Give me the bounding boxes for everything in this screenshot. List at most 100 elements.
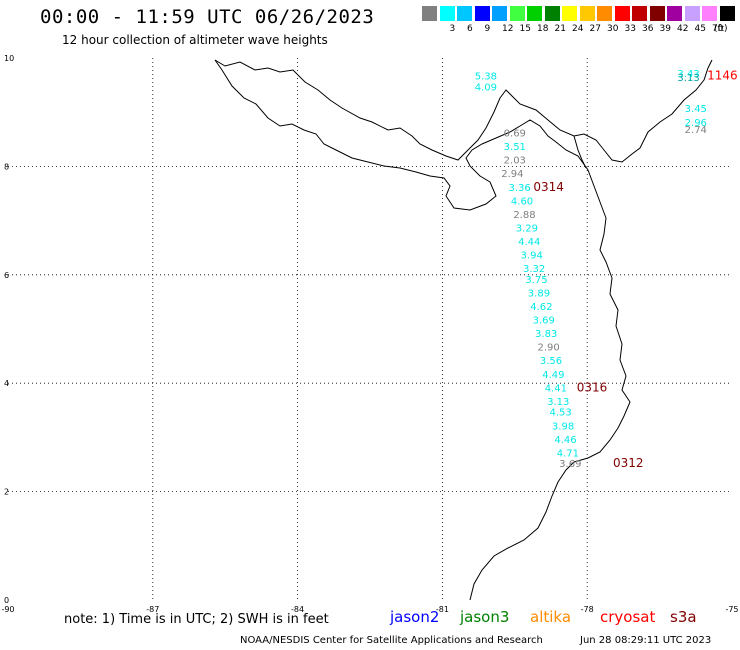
- scale-swatch: [492, 6, 507, 21]
- lat-tick-label: 4: [4, 379, 9, 388]
- wave-height-label: 0.69: [504, 129, 526, 140]
- map-title: 00:00 - 11:59 UTC 06/26/2023: [40, 6, 375, 28]
- wave-height-label: 2.94: [501, 169, 523, 180]
- wave-height-label: 2.90: [537, 343, 559, 354]
- wave-height-label: 3.32: [523, 264, 545, 275]
- scale-label: 42: [677, 24, 689, 34]
- wave-height-label: 4.09: [475, 83, 497, 94]
- wave-height-label: 4.53: [550, 408, 572, 419]
- lat-tick-label: 0: [4, 596, 9, 605]
- wave-height-label: 3.89: [528, 288, 550, 299]
- scale-label: 12: [502, 24, 514, 34]
- scale-label: 39: [659, 24, 671, 34]
- wave-height-label: 3.13: [547, 397, 569, 408]
- wave-height-label: 3.94: [521, 251, 543, 262]
- scale-swatch: [632, 6, 647, 21]
- lon-tick-label: -84: [291, 605, 304, 614]
- wave-height-label: 4.44: [518, 237, 540, 248]
- scale-swatch: [719, 6, 735, 21]
- scale-swatch: [422, 6, 437, 21]
- scale-swatch: [474, 6, 490, 21]
- scale-swatch: [597, 6, 612, 21]
- wave-height-label: 3.51: [504, 142, 526, 153]
- pass-time-label: 1146: [707, 69, 738, 83]
- satellite-legend-jason2: jason2: [390, 608, 440, 626]
- lon-tick-label: -78: [581, 605, 594, 614]
- scale-swatch: [439, 6, 455, 21]
- wave-height-label: 3.29: [516, 223, 538, 234]
- satellite-legend-cryosat: cryosat: [600, 608, 656, 626]
- wave-height-label: 2.03: [504, 156, 526, 167]
- lon-tick-label: -87: [146, 605, 159, 614]
- scale-unit: (ft): [714, 24, 728, 34]
- wave-height-label: 3.98: [552, 421, 574, 432]
- scale-swatch: [684, 6, 700, 21]
- lon-tick-label: -81: [436, 605, 449, 614]
- footnote: note: 1) Time is in UTC; 2) SWH is in fe…: [64, 612, 329, 627]
- coastline: [214, 59, 713, 601]
- scale-swatch: [667, 6, 682, 21]
- scale-label: 15: [519, 24, 531, 34]
- scale-label: 70: [712, 24, 724, 34]
- wave-height-label: 4.71: [557, 448, 579, 459]
- pass-time-label: 0316: [577, 380, 608, 394]
- scale-swatch: [614, 6, 630, 21]
- coastline-caribbean: [214, 59, 713, 163]
- scale-label: 21: [554, 24, 566, 34]
- scale-label: 30: [607, 24, 619, 34]
- wave-height-label: 4.62: [530, 302, 552, 313]
- scale-swatch: [509, 6, 525, 21]
- wave-height-label: 4.60: [511, 196, 533, 207]
- wave-height-label: 4.46: [554, 435, 576, 446]
- map-subtitle: 12 hour collection of altimeter wave hei…: [62, 33, 328, 47]
- wave-height-label: 3.13: [677, 73, 699, 84]
- coastline-pacific: [214, 59, 631, 601]
- scale-label: 27: [589, 24, 601, 34]
- coastline-gulf-uraba: [573, 135, 587, 169]
- wave-height-label: 2.88: [513, 210, 535, 221]
- scale-label: 18: [537, 24, 549, 34]
- wave-height-label: 3.36: [508, 183, 530, 194]
- pass-times: 0314 0316 0312 1146: [533, 69, 737, 471]
- wave-height-label: 3.43: [677, 69, 699, 80]
- wave-height-label: 3.75: [525, 275, 547, 286]
- scale-swatch: [579, 6, 595, 21]
- generated-timestamp: Jun 28 08:29:11 UTC 2023: [580, 635, 712, 646]
- scale-label: 36: [642, 24, 654, 34]
- scale-swatch: [562, 6, 577, 21]
- wave-height-observations: 5.384.09 0.69 3.51 2.03 2.94 3.36 4.60 2.88 3.29…: [475, 69, 707, 470]
- scale-swatch: [527, 6, 542, 21]
- wave-height-label: 5.38: [475, 72, 497, 83]
- credit-line: NOAA/NESDIS Center for Satellite Applica…: [240, 635, 543, 646]
- axis-ticks: -90 -87 -84 -81 -78 -75 0 2 4 6 8 10: [1, 54, 738, 614]
- scale-label: 45: [694, 24, 706, 34]
- wave-height-label: 4.41: [545, 383, 567, 394]
- satellite-legend-altika: altika: [530, 608, 572, 626]
- lon-tick-label: -90: [1, 605, 14, 614]
- scale-label: 9: [484, 24, 491, 34]
- scale-swatch: [544, 6, 560, 21]
- scale-label: 24: [572, 24, 584, 34]
- lat-tick-label: 6: [4, 271, 9, 280]
- satellite-legend-s3a: s3a: [670, 608, 697, 626]
- pass-time-label: 0312: [613, 456, 644, 470]
- scale-label: 6: [467, 24, 473, 34]
- scale-swatch: [649, 6, 665, 21]
- grid-lines: [8, 58, 732, 600]
- pass-time-label: 0314: [533, 180, 564, 194]
- scale-label: 33: [624, 24, 636, 34]
- wave-height-label: 2.74: [685, 125, 707, 136]
- satellite-legend-jason3: jason3: [460, 608, 510, 626]
- scale-swatch: [702, 6, 717, 21]
- wave-height-label: 3.69: [559, 459, 581, 470]
- lon-tick-label: -75: [725, 605, 738, 614]
- scale-label: 3: [449, 24, 456, 34]
- wave-height-label: 4.49: [542, 370, 564, 381]
- lat-tick-label: 8: [4, 162, 9, 171]
- wave-height-label: 3.69: [533, 316, 555, 327]
- lat-tick-label: 2: [4, 488, 9, 497]
- wave-height-label: 3.45: [685, 104, 707, 115]
- lat-tick-label: 10: [4, 54, 14, 63]
- wave-height-label: 3.83: [535, 329, 557, 340]
- wave-height-label: 2.96: [685, 118, 707, 129]
